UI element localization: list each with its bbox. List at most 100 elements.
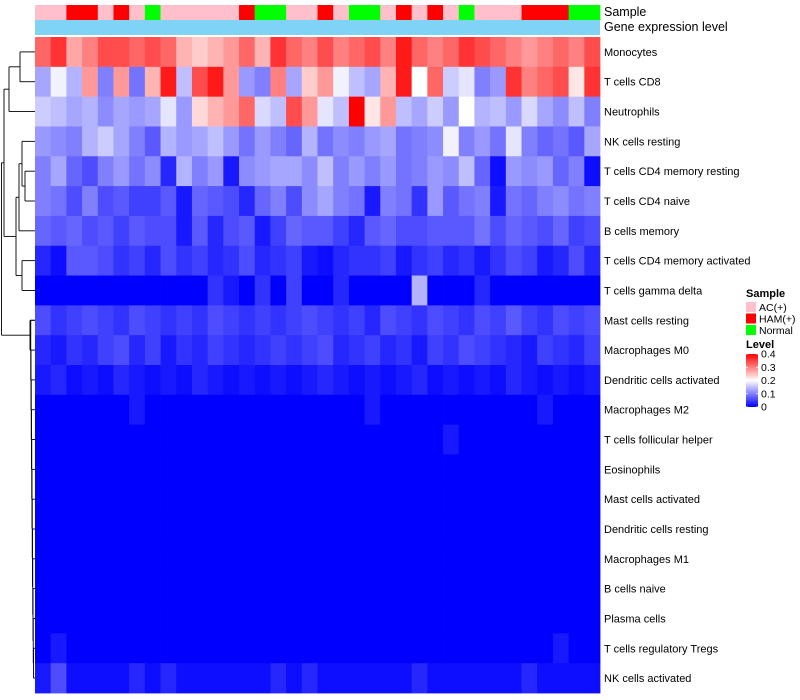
row-label: Dendritic cells activated [604,375,720,387]
heatmap-cell [552,126,570,157]
heatmap-cell [458,335,475,366]
heatmap-cell [395,126,413,157]
heatmap-cell [35,96,52,127]
row-label: T cells CD4 memory activated [604,256,751,268]
heatmap-cell [129,126,146,157]
heatmap-cell [97,305,114,336]
heatmap-cell [66,573,83,604]
heatmap-cell [254,424,271,455]
sample-cell-4 [97,5,114,20]
heatmap-cell [286,603,303,634]
row-labels: Monocytes T cells CD8 Neutrophils NK cells … [604,47,751,685]
heatmap-cell [584,215,601,247]
heatmap-cell [97,424,114,455]
heatmap-cell [568,126,585,157]
sample-cell-7 [144,5,161,20]
heatmap-cell [537,365,554,396]
heatmap-cell [239,365,256,396]
heatmap-cell [411,215,428,247]
heatmap-cell [50,543,67,575]
heatmap-cell [317,514,334,545]
heatmap-cell [568,573,585,604]
heatmap-cell [584,424,601,455]
heatmap-cell [191,126,209,157]
heatmap-cell [333,335,350,366]
heatmap-cell [537,424,554,455]
heatmap-cell [207,335,224,366]
heatmap-cell [176,365,193,396]
heatmap-cell [521,573,538,604]
heatmap-cell [82,633,99,664]
heatmap-cell [395,275,413,306]
heatmap-cell [521,66,538,98]
heatmap-cell [411,37,428,68]
heatmap-cell [552,573,570,604]
heatmap-cell [207,245,224,276]
heatmap-cell [490,335,507,366]
row-label: NK cells resting [604,136,680,148]
heatmap-cell [254,126,271,157]
heatmap-cell [35,484,52,515]
heatmap-cell [129,603,146,634]
heatmap-cell [97,484,114,515]
heatmap-cell [568,245,585,276]
heatmap-cell [427,275,444,306]
heatmap-cell [552,543,570,575]
heatmap-cell [191,424,209,455]
heatmap-cell [207,603,224,634]
heatmap-cell [191,156,209,187]
heatmap-cell [380,37,397,68]
heatmap-cell [395,424,413,455]
heatmap-cell [144,603,161,634]
heatmap-cell [301,573,318,604]
heatmap-cell [35,305,52,336]
heatmap-cell [82,424,99,455]
heatmap-cell [380,335,397,366]
heatmap-cell [254,514,271,545]
heatmap-cell [270,633,287,664]
heatmap-cell [113,365,130,396]
heatmap-cell [97,365,114,396]
heatmap-cell [191,365,209,396]
heatmap-cell [333,603,350,634]
heatmap-cell [537,186,554,217]
heatmap-cell [568,484,585,515]
heatmap-cell [317,126,334,157]
heatmap-cell [521,663,538,694]
heatmap-cell [427,543,444,575]
heatmap-cell [66,514,83,545]
heatmap-cell [50,663,67,694]
heatmap-cell [50,335,67,366]
heatmap-cell [395,66,413,98]
heatmap-cell [348,275,365,306]
heatmap-cell [411,663,428,694]
heatmap-cell [254,245,271,276]
heatmap-cell [160,245,177,276]
heatmap-cell [411,365,428,396]
heatmap-cell [317,603,334,634]
heatmap-cell [505,96,522,127]
heatmap-cell [301,603,318,634]
heatmap-cell [380,633,397,664]
heatmap-cell [584,305,601,336]
heatmap-cell [411,633,428,664]
heatmap-cell [254,37,271,68]
heatmap-cell [254,603,271,634]
heatmap-cell [223,156,240,187]
heatmap-cell [176,424,193,455]
level-color-bar [746,354,758,407]
sample-cell-31 [521,5,538,20]
heatmap-cell [568,514,585,545]
heatmap-cell [239,573,256,604]
heatmap-cell [584,543,601,575]
sample-cell-18 [317,5,334,20]
heatmap-cell [270,424,287,455]
heatmap-cell [474,126,491,157]
heatmap-cell [223,573,240,604]
heatmap-cell [113,573,130,604]
heatmap-cell [348,186,365,217]
heatmap-cell [427,37,444,68]
heatmap-cell [286,126,303,157]
heatmap-cell [207,275,224,306]
heatmap-cell [144,454,161,485]
